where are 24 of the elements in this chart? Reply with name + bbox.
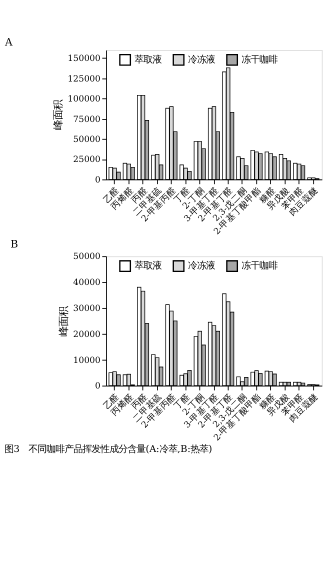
y-tick-label: 20000: [73, 330, 101, 340]
y-tick-label: 40000: [73, 278, 101, 288]
caption: 图3 不同咖啡产品挥发性成分含量(A:冷萃,B:热萃): [4, 444, 212, 455]
legend-label: 萃取液: [134, 54, 162, 66]
y-tick-label: 50000: [73, 135, 101, 146]
y-tick-label: 30000: [73, 304, 101, 314]
y-tick-label: 50000: [73, 252, 101, 262]
y-tick-label: 150000: [68, 54, 101, 64]
y-axis-title: 峰面积: [52, 100, 65, 130]
y-tick-label: 25000: [73, 155, 101, 166]
y-tick-label: 125000: [68, 74, 101, 84]
legend-label: 冷冻液: [188, 260, 216, 272]
y-tick-label: 0: [95, 175, 101, 186]
y-axis-title: 峰面积: [58, 306, 70, 336]
text: A: [4, 36, 14, 49]
y-tick-label: 100000: [68, 94, 101, 105]
legend-label: 冻干咖啡: [242, 260, 278, 272]
legend-label: 萃取液: [134, 260, 162, 272]
y-tick-label: 0: [95, 382, 101, 392]
text: B: [10, 238, 18, 251]
y-tick-label: 75000: [73, 114, 101, 125]
y-tick-label: 10000: [73, 356, 101, 366]
legend-label: 冷冻液: [188, 54, 216, 66]
legend-label: 冻干咖啡: [242, 54, 278, 66]
